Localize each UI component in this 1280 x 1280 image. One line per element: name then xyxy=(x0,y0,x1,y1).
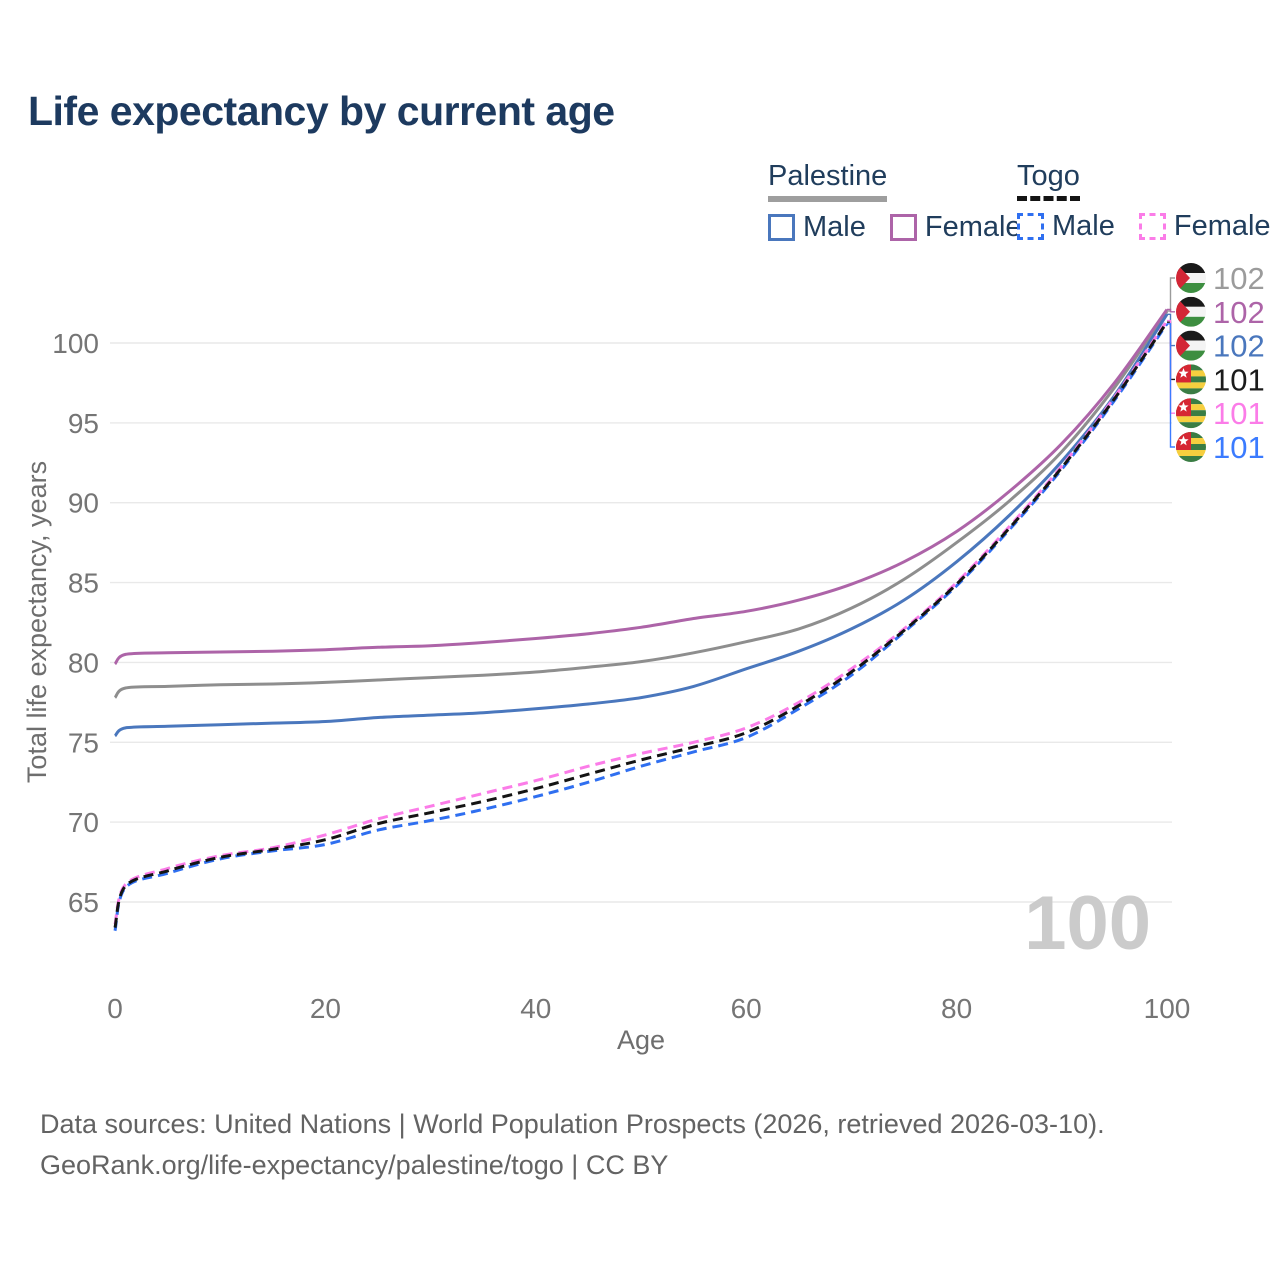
palestine-flag-icon xyxy=(1176,330,1206,361)
series-palestine-overall xyxy=(113,310,1169,699)
flag-stripe xyxy=(1176,330,1206,341)
flag-stripe xyxy=(1176,306,1206,317)
source-line-2: GeoRank.org/life-expectancy/palestine/to… xyxy=(40,1150,669,1180)
leader-line xyxy=(1167,308,1175,313)
x-tick-label: 60 xyxy=(731,993,762,1024)
age-watermark: 100 xyxy=(1024,881,1151,966)
x-tick-label: 0 xyxy=(107,993,123,1024)
x-axis-label: Age xyxy=(617,1025,665,1055)
series-palestine-male xyxy=(113,313,1169,738)
y-tick-label: 85 xyxy=(68,568,99,599)
flag-stripe xyxy=(1176,450,1206,456)
y-tick-label: 90 xyxy=(68,488,99,519)
palestine-flag-icon xyxy=(1176,296,1206,327)
legend-country-palestine: Palestine xyxy=(768,160,888,202)
flag-stripe xyxy=(1176,283,1206,293)
series-togo-overall xyxy=(113,321,1169,928)
legend-item-palestine-female[interactable]: Female xyxy=(889,211,1022,244)
flag-triangle xyxy=(1176,263,1190,293)
flag-stripe xyxy=(1176,416,1206,423)
legend-item-palestine-male[interactable]: Male xyxy=(768,211,866,244)
y-tick-label: 75 xyxy=(68,727,99,758)
togo-flag-icon xyxy=(1176,432,1206,462)
page-title: Life expectancy by current age xyxy=(28,88,615,134)
legend-items-togo: Male Female xyxy=(1017,210,1271,243)
legend-item-label: Male xyxy=(803,211,866,243)
palestine-flag-icon xyxy=(1176,263,1206,293)
x-tick-label: 40 xyxy=(520,993,551,1024)
x-tick-label: 20 xyxy=(310,993,341,1024)
end-value-label: 102 xyxy=(1213,329,1265,364)
flag-stripe xyxy=(1176,316,1206,327)
legend-item-togo-female[interactable]: Female xyxy=(1138,210,1271,243)
flag-triangle xyxy=(1176,330,1190,361)
y-axis-label: Total life expectancy, years xyxy=(22,461,52,783)
legend-item-togo-male[interactable]: Male xyxy=(1017,210,1115,243)
flag-star xyxy=(1178,435,1189,446)
flag-stripe xyxy=(1176,273,1206,283)
y-tick-label: 65 xyxy=(68,887,99,918)
legend-item-label: Male xyxy=(1052,210,1115,242)
x-tick-label: 100 xyxy=(1144,993,1191,1024)
flag-stripe xyxy=(1176,388,1206,395)
y-tick-label: 95 xyxy=(68,408,99,439)
flag-stripe xyxy=(1176,382,1206,389)
source-attribution: Data sources: United Nations | World Pop… xyxy=(40,1104,1105,1186)
flag-triangle xyxy=(1176,296,1190,327)
flag-stripe xyxy=(1176,296,1206,307)
legend-item-label: Female xyxy=(1173,210,1271,242)
legend-item-label: Female xyxy=(924,211,1022,243)
x-tick-label: 80 xyxy=(941,993,972,1024)
flag-star xyxy=(1178,401,1189,412)
palestine-female-swatch-icon xyxy=(889,214,917,241)
y-tick-label: 80 xyxy=(68,647,99,678)
legend-items-palestine: Male Female xyxy=(768,211,1022,244)
series-togo-female xyxy=(113,319,1169,925)
togo-flag-icon xyxy=(1176,398,1206,429)
gridlines xyxy=(110,342,1172,903)
togo-female-swatch-icon xyxy=(1138,213,1166,240)
togo-flag-icon xyxy=(1176,364,1206,395)
togo-male-swatch-icon xyxy=(1017,213,1044,240)
end-value-label: 101 xyxy=(1213,362,1265,397)
x-axis-ticks: 0 20 40 60 80 100 xyxy=(107,993,1190,1024)
palestine-male-swatch-icon xyxy=(768,214,795,241)
flag-stripe xyxy=(1176,263,1206,273)
y-tick-label: 70 xyxy=(68,807,99,838)
flag-stripe xyxy=(1176,340,1206,351)
end-value-label: 101 xyxy=(1213,430,1265,465)
source-line-1: Data sources: United Nations | World Pop… xyxy=(40,1109,1105,1139)
flag-stripe xyxy=(1176,422,1206,429)
end-value-label: 102 xyxy=(1213,261,1265,296)
flag-stripe xyxy=(1176,350,1206,361)
legend-group-togo: Togo Male Female xyxy=(1017,160,1271,243)
leader-line xyxy=(1167,277,1175,312)
legend-country-togo: Togo xyxy=(1017,160,1080,201)
y-tick-label: 100 xyxy=(52,328,99,359)
flag-stripe xyxy=(1176,456,1206,462)
flag-star xyxy=(1178,368,1189,378)
end-value-label: 102 xyxy=(1213,295,1265,330)
y-axis-ticks: 65 70 75 80 85 90 95 100 xyxy=(52,328,99,918)
series-palestine-female xyxy=(113,308,1169,666)
leader-line xyxy=(1167,323,1175,448)
series-lines xyxy=(113,308,1169,932)
end-value-label: 101 xyxy=(1213,396,1265,431)
legend-group-palestine: Palestine Male Female xyxy=(768,160,1022,244)
